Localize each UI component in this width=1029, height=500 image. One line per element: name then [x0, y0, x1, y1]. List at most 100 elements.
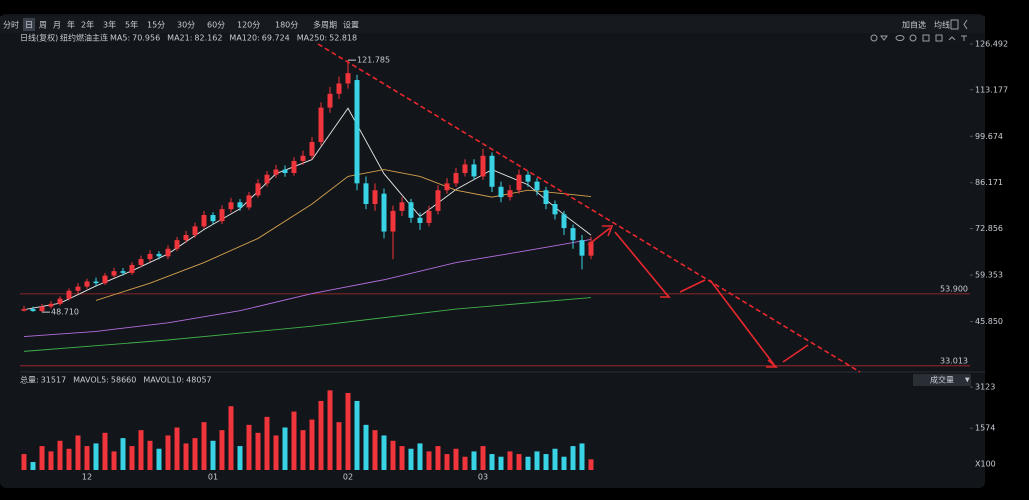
volume-legend-value: 31517	[41, 376, 66, 385]
tab[interactable]: 多周期	[313, 20, 337, 30]
y-tick-label: 86.171	[975, 178, 1003, 187]
candle-body	[219, 209, 225, 222]
candle-body	[291, 160, 297, 174]
candle-body	[75, 286, 81, 291]
candle-body	[543, 190, 549, 204]
volume-bar	[147, 440, 153, 470]
candle-body	[84, 281, 90, 287]
high-label: 121.785	[357, 56, 390, 65]
candle-body	[21, 309, 27, 311]
candle-body	[462, 164, 468, 174]
volume-legend-value: 58660	[111, 376, 136, 385]
legend-value: 69.724	[262, 34, 290, 43]
arrow	[587, 227, 611, 246]
candle-body	[588, 241, 594, 256]
volume-bar	[318, 400, 324, 470]
volume-bar	[534, 451, 540, 470]
volume-bar	[363, 424, 369, 470]
ma-line	[23, 238, 592, 338]
tab[interactable]: 30分	[177, 21, 195, 30]
arrow	[679, 279, 706, 293]
volume-bar	[480, 446, 486, 470]
y-tick-label: 99.674	[975, 132, 1003, 141]
volume-bar	[444, 454, 450, 470]
candle-body	[129, 264, 135, 273]
candle-body	[345, 73, 351, 84]
volume-bar	[300, 430, 306, 470]
volume-selector-label[interactable]: 成交量	[930, 375, 954, 385]
volume-bar	[390, 440, 396, 470]
tab[interactable]: 120分	[237, 21, 260, 30]
candle-body	[111, 271, 117, 276]
candle-body	[174, 240, 180, 249]
candle-body	[318, 107, 324, 143]
candle-body	[435, 190, 441, 211]
candle-body	[489, 155, 495, 187]
price-line-label: 53.900	[940, 284, 968, 293]
legend-value: 70.956	[132, 34, 160, 43]
arrow-head	[660, 289, 671, 298]
icon	[895, 35, 905, 41]
legend-name: MA5:	[110, 34, 130, 43]
candle-body	[255, 183, 261, 196]
candle-body	[192, 226, 198, 235]
toolbar	[0, 16, 985, 33]
tab[interactable]: 设置	[343, 20, 359, 30]
volume-bar	[39, 446, 45, 470]
price-line-label: 33.013	[940, 356, 968, 365]
volume-bar	[201, 422, 207, 470]
tab[interactable]: 年	[67, 20, 75, 30]
tool-button[interactable]: 加自选	[902, 20, 926, 30]
candle-body	[363, 183, 369, 204]
tab[interactable]: 3年	[103, 20, 116, 30]
volume-bar	[291, 411, 297, 470]
volume-bar	[462, 456, 468, 470]
volume-bar	[435, 446, 441, 470]
tab[interactable]: 15分	[147, 21, 165, 30]
ma-line	[95, 169, 592, 301]
volume-bar	[372, 430, 378, 470]
candle-body	[516, 174, 522, 191]
tab[interactable]: 月	[53, 21, 61, 30]
candle-body	[93, 281, 99, 284]
candle-body	[237, 202, 243, 208]
candle-body	[228, 202, 234, 210]
tab-selected	[23, 18, 35, 31]
volume-legend-value: 48057	[186, 376, 211, 385]
ma-line	[23, 297, 592, 352]
dropdown-caret[interactable]: ▼	[965, 377, 970, 384]
tab[interactable]: 日	[25, 21, 33, 30]
candle-body	[48, 303, 54, 307]
legend-name: MA21:	[167, 34, 192, 43]
trend-drawing	[317, 43, 861, 373]
candle-body	[453, 173, 459, 184]
volume-bar	[507, 451, 513, 470]
volume-bar	[381, 435, 387, 470]
volume-bar	[246, 424, 252, 470]
volume-bar	[525, 456, 531, 470]
volume-selector[interactable]	[913, 374, 971, 386]
tab[interactable]: 180分	[275, 21, 298, 30]
tool-button[interactable]: 均线	[934, 20, 950, 30]
candle-body	[327, 93, 333, 108]
icon	[870, 34, 878, 42]
low-label: 48.710	[51, 308, 79, 317]
volume-bar	[552, 448, 558, 470]
volume-bar	[210, 440, 216, 470]
tab[interactable]: 2年	[81, 20, 94, 30]
candle-body	[354, 80, 360, 184]
icon	[909, 34, 917, 42]
candle-body	[480, 155, 486, 177]
volume-bar	[516, 454, 522, 470]
tab[interactable]: 5年	[125, 20, 138, 30]
tab[interactable]: 分时	[3, 20, 19, 30]
volume-bar	[228, 406, 234, 470]
volume-bar	[471, 451, 477, 470]
candle-body	[201, 215, 207, 227]
volume-bar	[327, 390, 333, 470]
tab[interactable]: 60分	[207, 21, 225, 30]
tab[interactable]: 周	[39, 21, 47, 30]
y-tick-label: 45.850	[975, 317, 1003, 326]
ma-line	[23, 107, 592, 311]
candle-body	[417, 217, 423, 223]
